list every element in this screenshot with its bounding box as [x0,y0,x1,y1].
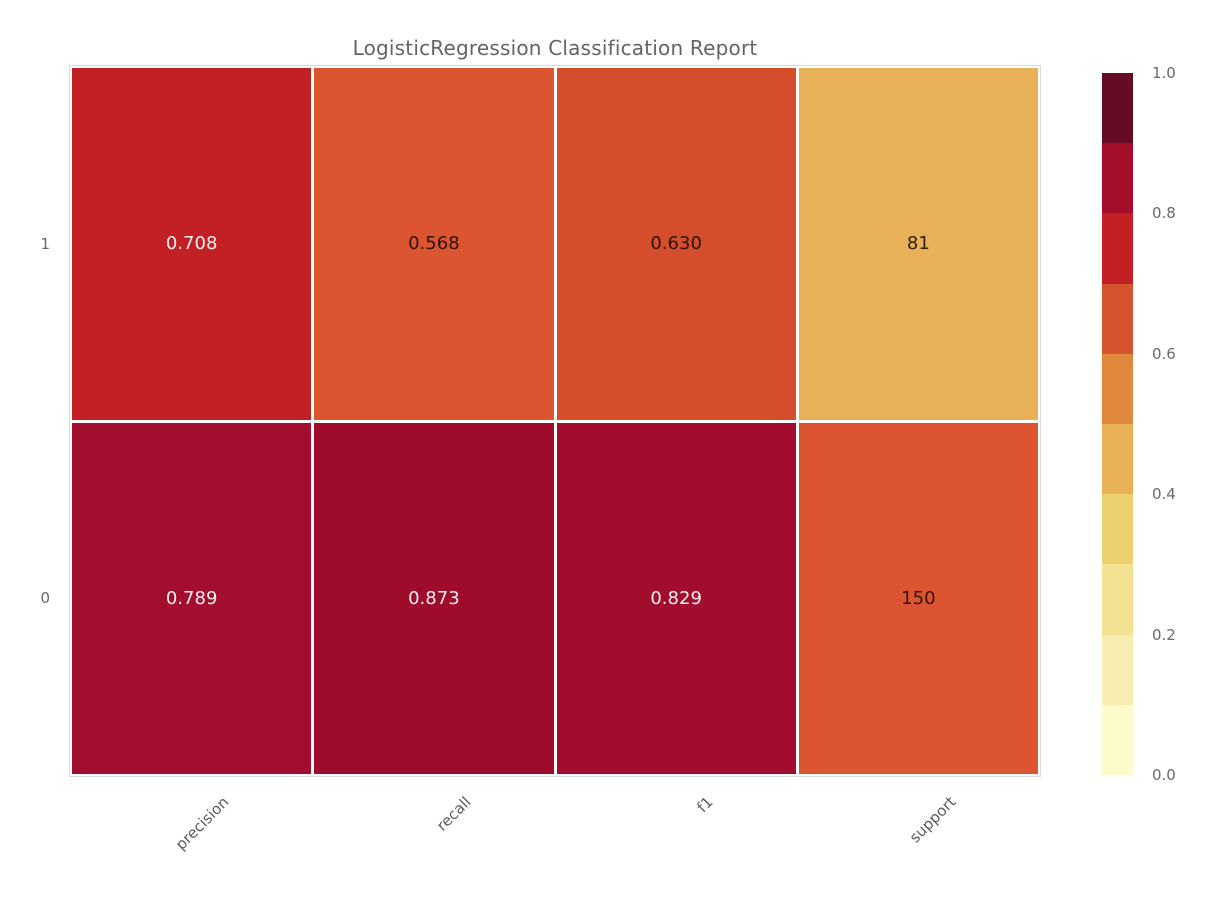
y-tick-label: 1 [40,234,50,253]
heatmap-cell: 150 [798,422,1038,774]
colorbar-tick-label: 0.6 [1152,344,1176,363]
y-tick-label: 0 [40,589,50,608]
colorbar-tick-label: 0.4 [1152,485,1176,504]
cell-value: 0.829 [650,587,702,609]
colorbar-segment [1102,494,1133,565]
x-tick-label: f1 [693,793,717,817]
heatmap-cell: 0.789 [72,422,312,774]
cell-value: 0.789 [165,587,218,609]
heatmap-cell: 81 [798,68,1038,420]
heatmap-cell: 0.829 [556,422,796,774]
colorbar-tick-label: 0.2 [1152,625,1176,644]
colorbar-segment [1102,353,1133,425]
colorbar-tick-label: 0.8 [1152,204,1176,223]
colorbar-segment [1102,73,1133,144]
colorbar-segment [1102,704,1133,776]
colorbar-segment [1102,564,1133,635]
colorbar-segment [1102,634,1133,705]
x-tick-label: support [905,793,960,847]
cell-value: 0.630 [650,233,702,255]
heatmap-cell: 0.873 [314,422,554,774]
colorbar-segment [1102,143,1133,214]
colorbar-tick-label: 1.0 [1152,64,1176,82]
x-tick-label: precision [171,793,233,854]
colorbar-tick-label: 0.0 [1152,766,1176,784]
colorbar-segment [1102,283,1133,354]
heatmap-cell: 0.630 [556,68,796,420]
heatmap-cell: 0.568 [314,68,554,420]
cell-value: 81 [906,233,930,255]
cell-value: 0.873 [408,587,460,609]
heatmap-grid: 0.708 0.568 0.630 81 0.789 0.873 0.829 150 [69,65,1041,777]
chart-title: LogisticRegression Classification Report [352,36,758,60]
cell-value: 150 [901,587,936,609]
colorbar-segment [1102,213,1133,284]
cell-value: 0.708 [165,233,218,255]
colorbar [1102,73,1133,776]
x-tick-label: recall [433,793,475,835]
cell-value: 0.568 [408,233,460,255]
heatmap-cell: 0.708 [72,68,312,420]
colorbar-segment [1102,424,1133,495]
